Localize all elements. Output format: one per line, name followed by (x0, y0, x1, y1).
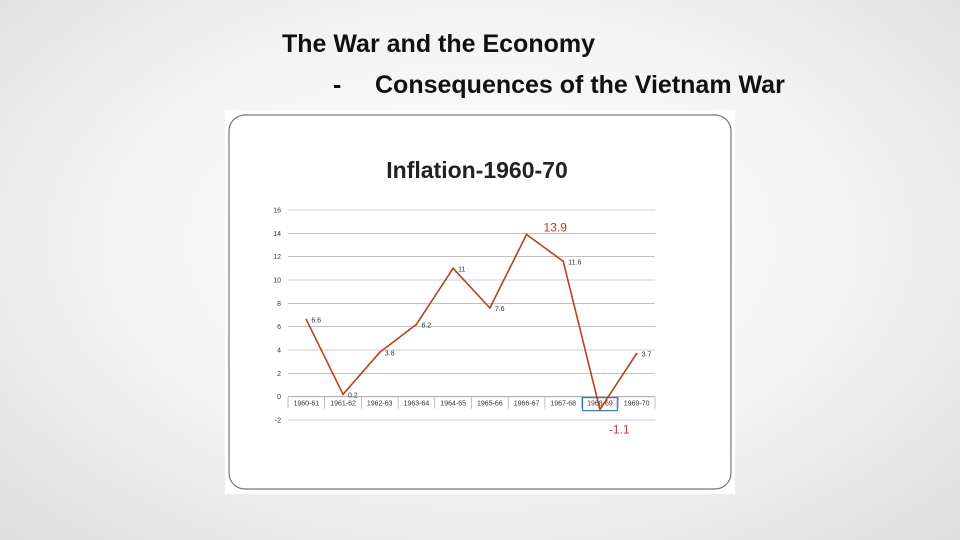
x-tick-label: 1963-64 (404, 401, 430, 408)
x-tick-label: 1966-67 (514, 401, 540, 408)
y-tick-label: 6 (277, 324, 281, 331)
y-tick-label: 10 (273, 278, 281, 285)
slide-subtitle: - Consequences of the Vietnam War (333, 71, 785, 100)
highlight-box (582, 397, 618, 412)
subtitle-bullet: - (333, 71, 342, 99)
data-label: 6.6 (311, 318, 321, 325)
x-tick-label: 1964-65 (440, 401, 466, 408)
x-tick-label: 1960-61 (293, 401, 319, 408)
data-point (599, 408, 601, 411)
y-tick-label: 8 (277, 301, 281, 308)
y-tick-label: 14 (273, 231, 281, 238)
data-point (452, 267, 455, 270)
x-tick-label: 1968-69 (587, 401, 613, 408)
min-callout: -1.1 (609, 423, 630, 437)
max-callout: 13.9 (544, 221, 568, 235)
x-tick-label: 1969-70 (624, 401, 650, 408)
slide-title: The War and the Economy (282, 30, 596, 58)
data-label: 0.2 (348, 392, 358, 399)
data-label: 6.2 (421, 322, 431, 329)
data-label: 11 (458, 266, 465, 273)
data-label: 3.7 (642, 352, 652, 359)
x-tick-label: 1961-62 (330, 401, 356, 408)
data-label: 11.6 (568, 259, 581, 266)
data-label: 7.6 (495, 306, 505, 313)
y-tick-label: 4 (277, 348, 281, 355)
inflation-chart: Inflation-1960-70 16 14 12 10 8 6 4 2 0 -2 1960-61… (228, 114, 732, 490)
subtitle-text: Consequences of the Vietnam War (375, 71, 785, 99)
data-point (635, 352, 638, 355)
series-line (305, 233, 638, 411)
x-tick-label: 1962-63 (367, 401, 393, 408)
data-point (488, 307, 491, 309)
data-point (378, 351, 381, 354)
inflation-chart-image: Inflation-1960-70 16 14 12 10 8 6 4 2 0 -2 1960-61… (225, 110, 735, 494)
chart-title: Inflation-1960-70 (386, 157, 568, 183)
data-label: 3.8 (385, 350, 395, 357)
y-tick-label: 12 (273, 254, 281, 261)
chart-frame (228, 114, 732, 490)
y-tick-label: 2 (277, 371, 281, 378)
x-tick-label: 1967-68 (550, 401, 576, 408)
data-point (342, 393, 344, 396)
y-tick-label: 0 (277, 394, 281, 401)
data-point (525, 233, 528, 236)
data-point (305, 318, 308, 321)
y-tick-label: 16 (273, 208, 281, 215)
data-point (562, 260, 565, 263)
data-point (415, 323, 418, 326)
x-tick-label: 1965-66 (477, 401, 503, 408)
y-tick-label: -2 (275, 418, 281, 425)
